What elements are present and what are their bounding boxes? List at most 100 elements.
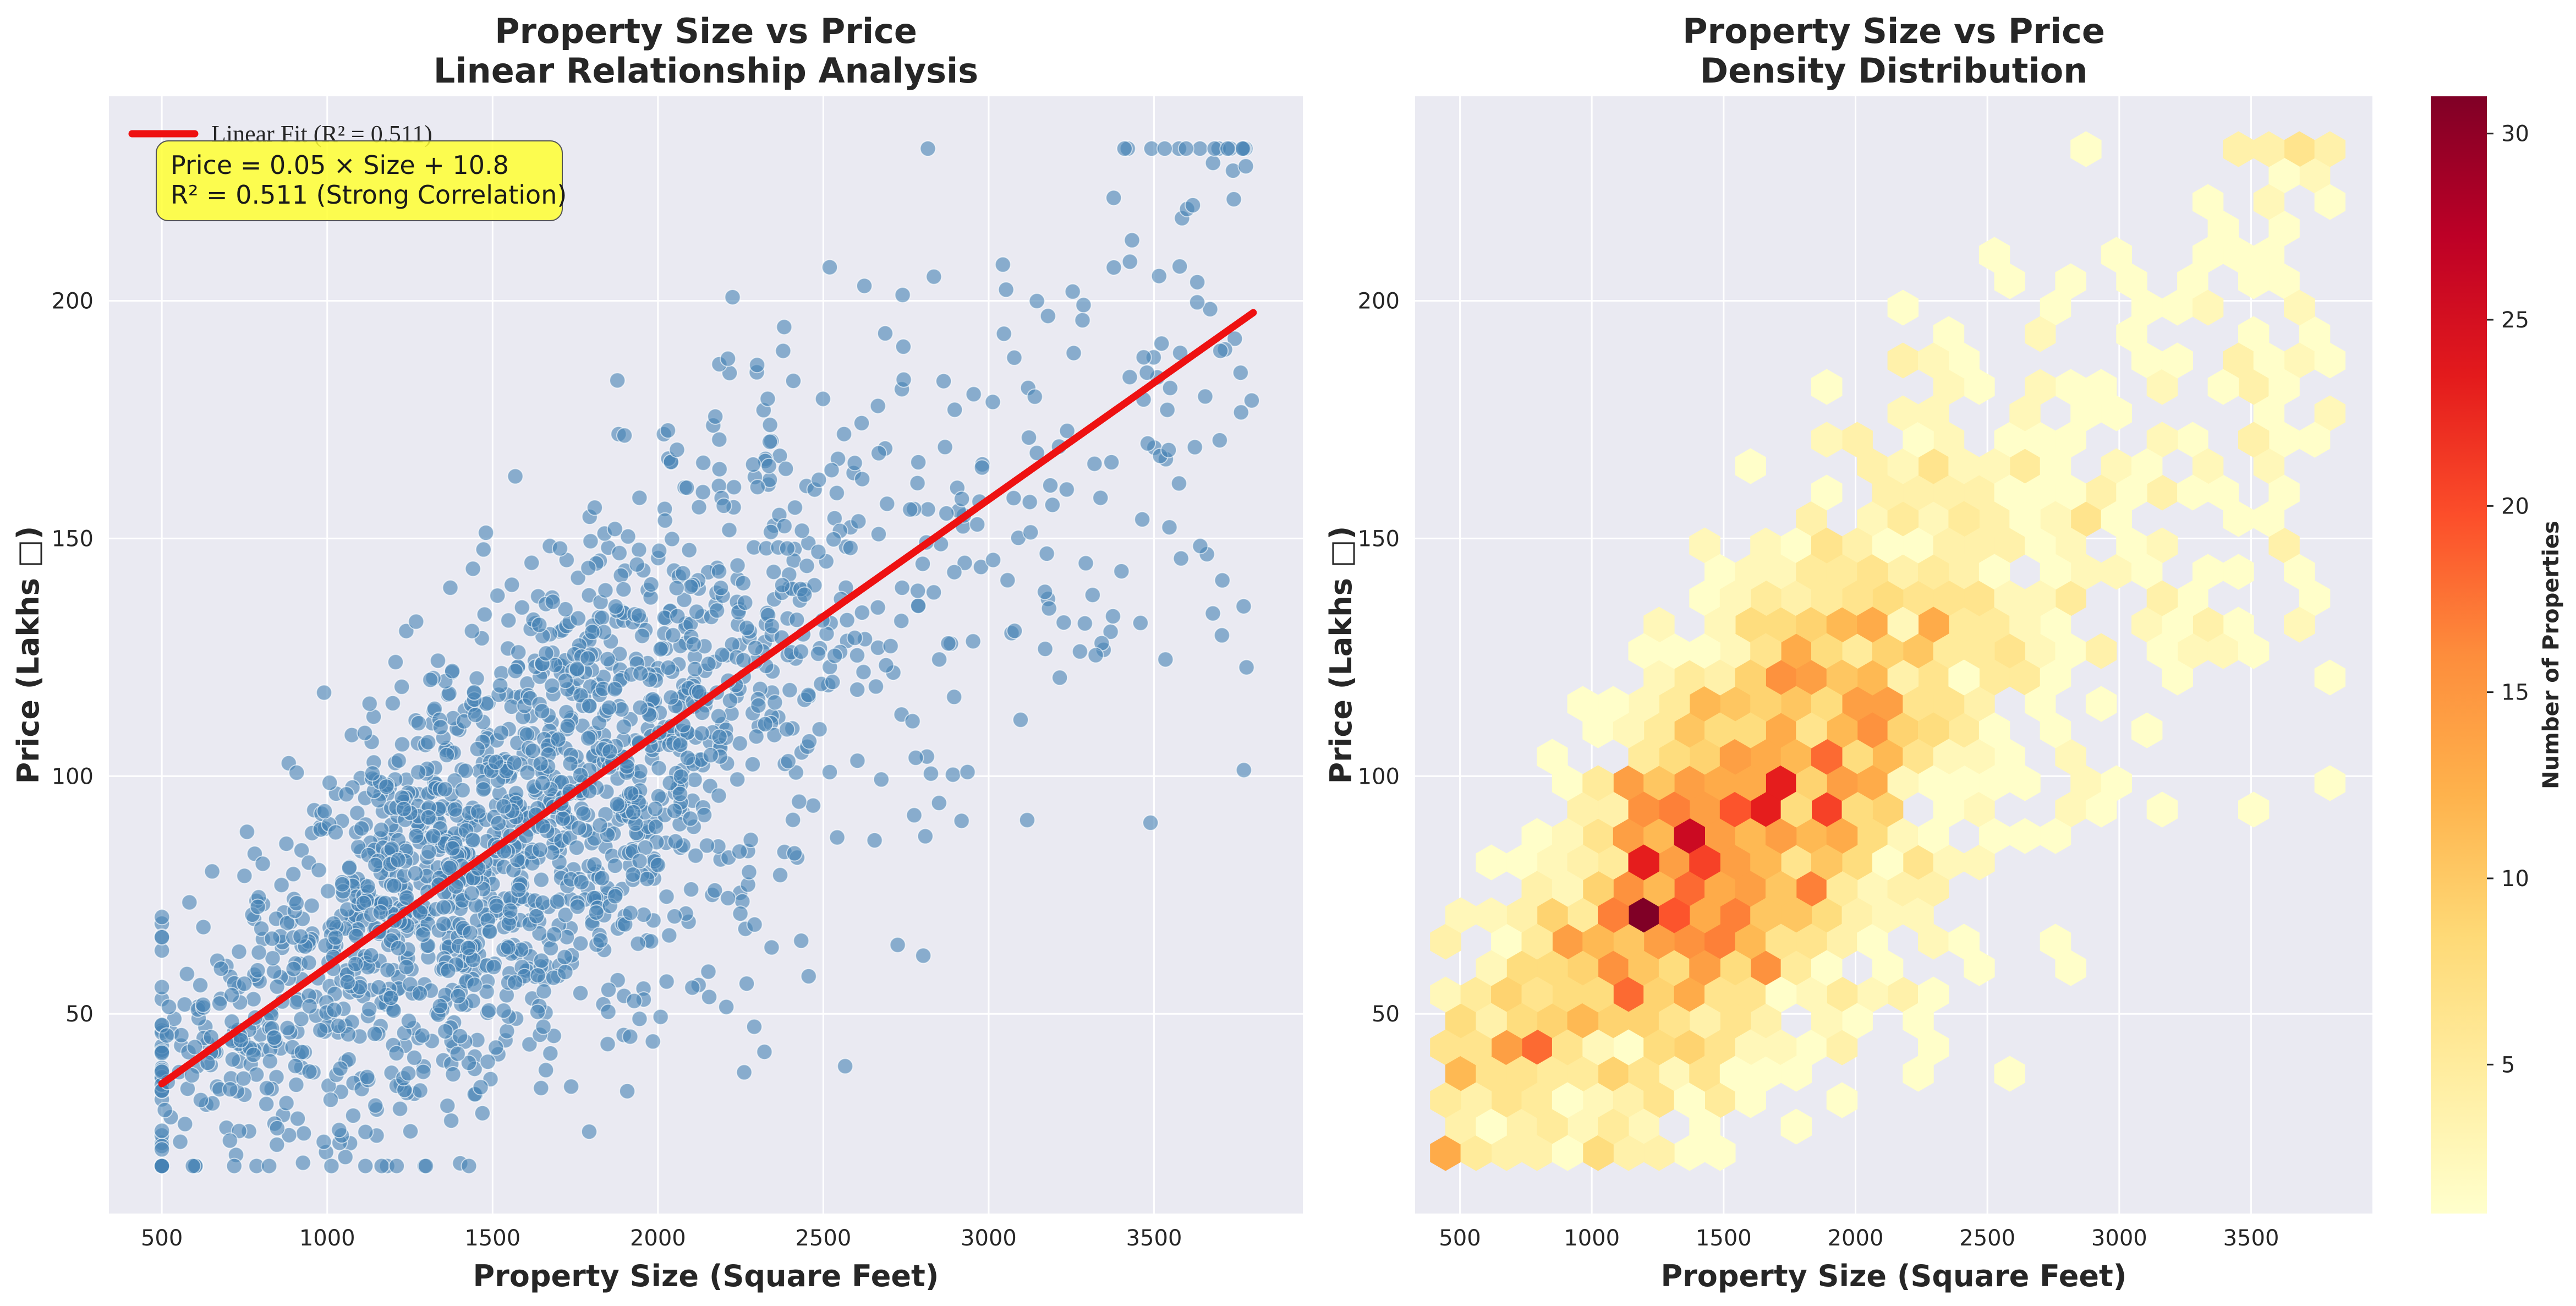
scatter-point [444,663,461,680]
hexbin-cell [2055,263,2086,299]
scatter-point [1042,477,1059,494]
scatter-point [1213,627,1230,644]
hexbin-cell [2253,131,2285,167]
hexbin-cell [2085,686,2117,722]
scatter-point [1037,641,1054,658]
scatter-point [672,768,689,785]
scatter-point [685,636,702,653]
right-xtick-label: 2000 [1828,1226,1884,1251]
scatter-point [1192,140,1208,157]
scatter-point [320,883,337,900]
hexbin-cell [2025,580,2056,616]
scatter-point [580,560,597,577]
scatter-point [588,904,605,921]
scatter-point [1044,496,1061,513]
scatter-point [259,1080,275,1097]
left-scatter-points [154,140,1260,1174]
scatter-point [849,752,866,769]
hexbin-cell [2238,791,2270,828]
scatter-point [763,523,780,540]
scatter-point [292,928,309,945]
hexbin-cell [2009,395,2041,431]
scatter-point [985,551,1002,569]
scatter-point [379,961,396,979]
hexbin-cell [2085,791,2117,828]
scatter-point [238,823,255,840]
scatter-point [373,821,390,838]
scatter-point [572,985,589,1002]
scatter-point [748,728,765,745]
scatter-point [481,923,498,940]
scatter-point [226,1157,243,1174]
hexbin-cell [1872,950,1904,986]
colorbar-label: Number of Properties [2539,521,2564,789]
scatter-point [361,1001,378,1018]
scatter-point [601,743,618,760]
scatter-point [695,454,712,471]
scatter-point [612,567,629,584]
scatter-point [341,860,358,876]
hexbin-cell [2238,633,2270,669]
scatter-point [720,889,737,906]
hexbin-cell [1811,369,1843,405]
scatter-point [1153,335,1170,352]
scatter-point [550,731,567,748]
hexbin-cell [1887,606,1919,643]
scatter-point [746,1018,763,1035]
hexbin-cell [2314,184,2345,220]
scatter-point [418,1157,434,1174]
scatter-point [607,598,624,615]
colorbar-tick-label: 5 [2501,1052,2515,1078]
scatter-point [562,755,579,772]
colorbar-gradient [2431,96,2487,1214]
scatter-point [485,959,502,975]
scatter-point [609,796,626,813]
scatter-point [586,856,603,873]
left-ytick-label: 50 [65,1002,94,1027]
scatter-point [591,817,609,834]
scatter-point [579,650,596,667]
hexbin-cell [1918,342,1949,379]
hexbin-cell [1918,976,1949,1013]
scatter-point [810,543,827,560]
scatter-point [869,397,886,414]
scatter-point [628,556,645,573]
hexbin-cell [2314,765,2345,801]
scatter-point [1150,267,1168,285]
scatter-point [870,526,887,543]
scatter-point [1189,294,1205,311]
scatter-point [193,1091,209,1108]
scatter-point [599,651,616,668]
scatter-point [378,778,395,795]
scatter-point [606,521,623,538]
scatter-point [786,845,803,862]
scatter-point [1243,392,1260,409]
scatter-point [156,1101,173,1118]
scatter-point [684,979,701,996]
scatter-point [211,995,228,1012]
scatter-point [1192,538,1209,555]
scatter-point [538,645,555,662]
scatter-point [1170,475,1187,492]
scatter-point [568,839,585,856]
scatter-point [534,775,551,791]
hexbin-cell [1811,474,1843,511]
scatter-point [870,445,887,462]
scatter-point [461,1054,477,1072]
scatter-point [652,641,669,658]
hexbin-cell [2055,950,2086,986]
hexbin-cell [2299,422,2331,458]
scatter-point [154,1063,171,1080]
scatter-point [195,919,212,936]
scatter-point [507,974,524,991]
scatter-point [664,531,681,548]
scatter-point [615,718,632,735]
scatter-point [878,657,895,674]
scatter-point [1055,614,1072,631]
scatter-point [500,612,517,629]
scatter-point [535,1018,552,1035]
scatter-point [702,747,719,764]
scatter-point [882,637,899,654]
scatter-point [826,647,843,664]
scatter-point [661,927,678,944]
